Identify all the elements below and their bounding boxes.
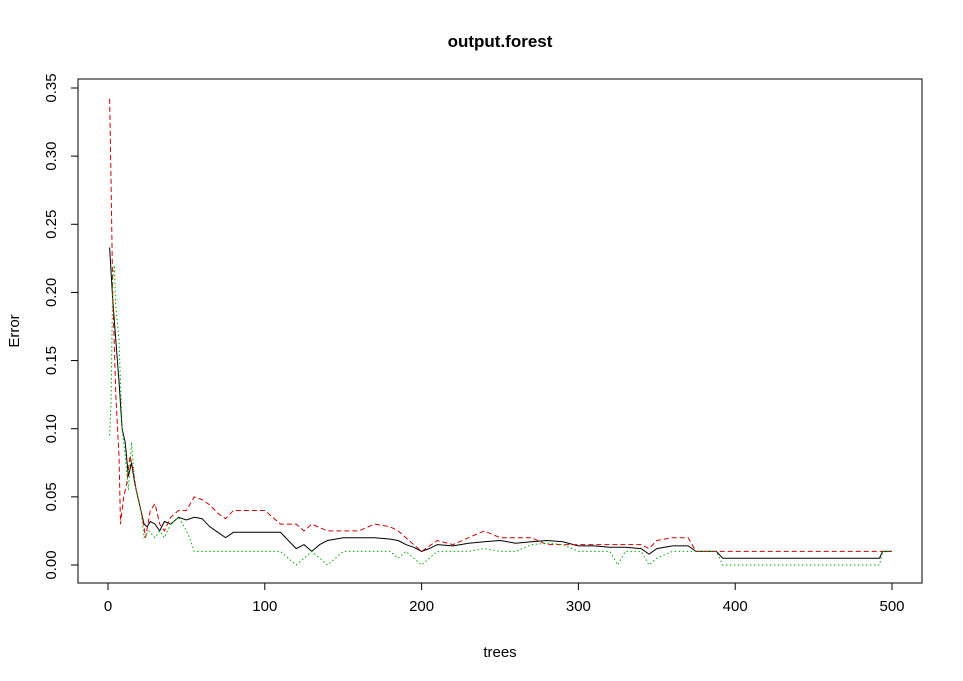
x-tick-label: 500: [879, 598, 904, 615]
chart-title: output.forest: [448, 32, 553, 51]
series-line-2: [109, 98, 892, 553]
y-axis: 0.00 0.05 0.10 0.15 0.20 0.25 0.30 0.35: [43, 73, 79, 580]
y-tick-label: 0.30: [43, 142, 60, 171]
series-layer: [109, 98, 892, 567]
y-tick-label: 0.00: [43, 550, 60, 579]
y-tick-label: 0.20: [43, 278, 60, 307]
series-line-3: [109, 265, 892, 567]
x-tick-label: 300: [566, 598, 591, 615]
x-tick-label: 400: [723, 598, 748, 615]
y-tick-label: 0.10: [43, 414, 60, 443]
y-tick-label: 0.05: [43, 482, 60, 511]
x-tick-label: 0: [104, 598, 112, 615]
x-axis-label: trees: [483, 644, 516, 661]
plot-frame: [77, 78, 923, 584]
series-line-1: [109, 247, 892, 559]
y-tick-label: 0.35: [43, 73, 60, 102]
x-axis: 0 100 200 300 400 500: [104, 582, 905, 615]
y-tick-label: 0.15: [43, 346, 60, 375]
y-axis-label: Error: [6, 314, 23, 347]
x-tick-label: 200: [409, 598, 434, 615]
y-tick-label: 0.25: [43, 210, 60, 239]
x-tick-label: 100: [252, 598, 277, 615]
